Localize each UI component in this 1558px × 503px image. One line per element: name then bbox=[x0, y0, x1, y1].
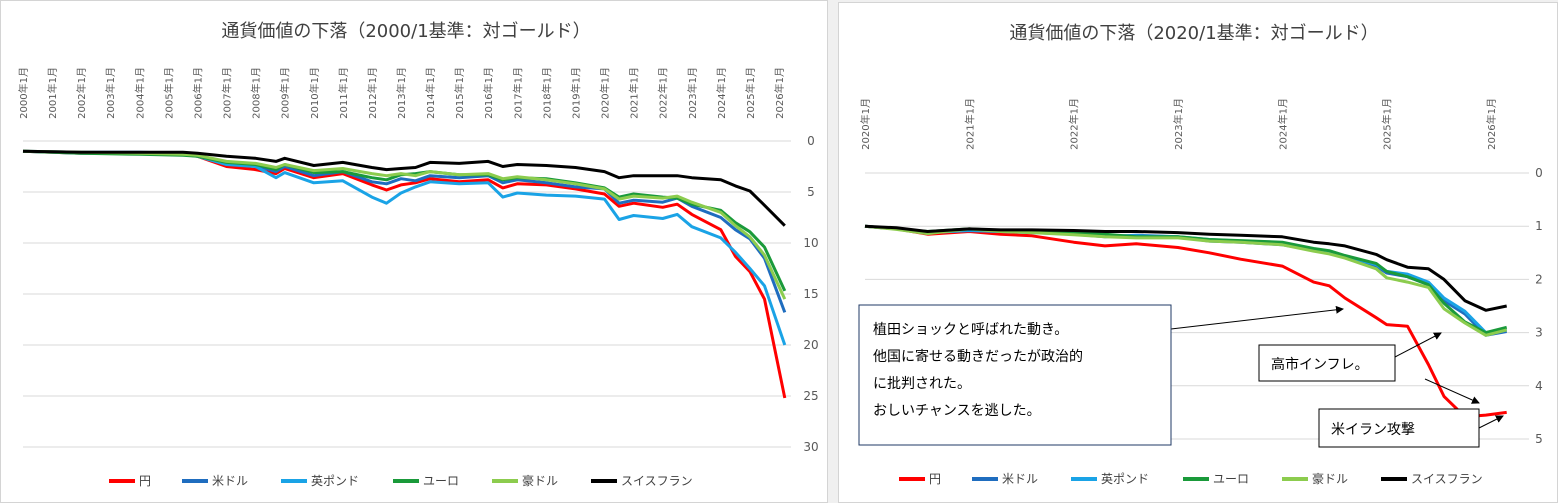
left-series-lines bbox=[22, 149, 787, 399]
series-line bbox=[864, 224, 1507, 419]
y-tick-label: 20 bbox=[803, 338, 818, 352]
annotation-iran-text: 米イラン攻撃 bbox=[1331, 422, 1415, 438]
annotation-arrow-ueda bbox=[1170, 305, 1344, 330]
right-legend: 円 米ドル 英ポンド ユーロ 豪ドル スイスフラン bbox=[899, 471, 1483, 486]
right-annotations: 植田ショックと呼ばれた動き。 他国に寄せる動きだったが政治的 に批判された。 お… bbox=[858, 304, 1504, 448]
y-tick-label: 1 bbox=[1535, 219, 1543, 233]
x-tick-label: 2015年1月 bbox=[453, 67, 466, 119]
x-tick-label: 2023年1月 bbox=[686, 67, 699, 119]
y-tick-label: 15 bbox=[803, 287, 818, 301]
left-legend: 円 米ドル 英ポンド ユーロ 豪ドル スイスフラン bbox=[109, 473, 693, 488]
left-gridlines bbox=[23, 140, 791, 448]
right-y-tick-labels: 0 1 2 3 4 5 bbox=[1535, 166, 1543, 446]
right-x-tick-labels: 2020年1月 2021年1月 2022年1月 2023年1月 2024年1月 2025年… bbox=[859, 98, 1498, 150]
y-tick-label: 4 bbox=[1535, 379, 1543, 393]
legend-label: 英ポンド bbox=[311, 474, 359, 488]
x-tick-label: 2021年1月 bbox=[628, 67, 641, 119]
x-tick-label: 2019年1月 bbox=[569, 67, 582, 119]
legend-label: スイスフラン bbox=[1411, 472, 1483, 486]
y-tick-label: 30 bbox=[803, 440, 818, 454]
x-tick-label: 2017年1月 bbox=[511, 67, 524, 119]
x-tick-label: 2023年1月 bbox=[1172, 98, 1185, 150]
x-tick-label: 2022年1月 bbox=[1068, 98, 1081, 150]
annotation-box-ueda bbox=[858, 304, 1172, 446]
legend-label: 円 bbox=[139, 474, 151, 488]
x-tick-label: 2025年1月 bbox=[744, 67, 757, 119]
right-chart-svg: 通貨価値の下落（2020/1基準：対ゴールド） 2020年1月 2021年1月 20… bbox=[858, 23, 1543, 486]
legend-label: 米ドル bbox=[1002, 472, 1038, 486]
legend-label: 米ドル bbox=[212, 474, 248, 488]
right-chart-panel: 通貨価値の下落（2020/1基準：対ゴールド） 2020年1月 2021年1月 20… bbox=[838, 2, 1558, 503]
x-tick-label: 2021年1月 bbox=[963, 98, 976, 150]
series-line bbox=[22, 149, 786, 227]
x-tick-label: 2024年1月 bbox=[1276, 98, 1289, 150]
x-tick-label: 2008年1月 bbox=[250, 67, 263, 119]
x-tick-label: 2009年1月 bbox=[279, 67, 292, 119]
x-tick-label: 2000年1月 bbox=[17, 67, 30, 119]
x-tick-label: 2007年1月 bbox=[221, 67, 234, 119]
x-tick-label: 2006年1月 bbox=[191, 67, 204, 119]
y-tick-label: 25 bbox=[803, 389, 818, 403]
series-line bbox=[22, 149, 787, 346]
x-tick-label: 2026年1月 bbox=[773, 67, 786, 119]
x-tick-label: 2012年1月 bbox=[366, 67, 379, 119]
x-tick-label: 2005年1月 bbox=[162, 67, 175, 119]
x-tick-label: 2002年1月 bbox=[75, 67, 88, 119]
right-series-lines bbox=[864, 224, 1508, 419]
legend-label: 豪ドル bbox=[522, 473, 558, 488]
series-line bbox=[22, 149, 787, 292]
left-y-tick-labels: 0 5 10 15 20 25 30 bbox=[803, 134, 818, 454]
right-chart-title: 通貨価値の下落（2020/1基準：対ゴールド） bbox=[1009, 23, 1378, 44]
legend-label: ユーロ bbox=[423, 474, 459, 488]
x-tick-label: 2001年1月 bbox=[46, 67, 59, 119]
series-line bbox=[22, 149, 787, 399]
x-tick-label: 2020年1月 bbox=[599, 67, 612, 119]
x-tick-label: 2010年1月 bbox=[308, 67, 321, 119]
annotation-ueda-line-2: 他国に寄せる動きだったが政治的 bbox=[873, 348, 1083, 365]
annotation-ueda-line-3: に批判された。 bbox=[873, 376, 971, 392]
annotation-arrow-takaichi-1 bbox=[1394, 332, 1442, 358]
annotation-ueda-line-4: おしいチャンスを逃した。 bbox=[873, 403, 1041, 419]
legend-label: 豪ドル bbox=[1312, 471, 1348, 486]
y-tick-label: 0 bbox=[807, 134, 815, 148]
series-line bbox=[22, 149, 787, 300]
left-chart-svg: 通貨価値の下落（2000/1基準：対ゴールド） 2000年1月 2001年1月 20… bbox=[17, 21, 819, 488]
legend-label: スイスフラン bbox=[621, 474, 693, 488]
y-tick-label: 10 bbox=[803, 236, 818, 250]
x-tick-label: 2022年1月 bbox=[657, 67, 670, 119]
legend-label: 円 bbox=[929, 472, 941, 486]
annotation-arrow-iran bbox=[1478, 415, 1504, 429]
x-tick-label: 2026年1月 bbox=[1485, 98, 1498, 150]
x-tick-label: 2013年1月 bbox=[395, 67, 408, 119]
x-tick-label: 2004年1月 bbox=[133, 67, 146, 119]
x-tick-label: 2025年1月 bbox=[1381, 98, 1394, 150]
y-tick-label: 2 bbox=[1535, 272, 1543, 286]
left-x-tick-labels: 2000年1月 2001年1月 2002年1月 2003年1月 2004年1月 2005年… bbox=[17, 67, 786, 119]
left-chart-title: 通貨価値の下落（2000/1基準：対ゴールド） bbox=[221, 21, 590, 42]
annotation-takaichi-text: 高市インフレ。 bbox=[1271, 356, 1369, 373]
x-tick-label: 2024年1月 bbox=[715, 67, 728, 119]
x-tick-label: 2014年1月 bbox=[424, 67, 437, 119]
legend-label: 英ポンド bbox=[1101, 472, 1149, 486]
x-tick-label: 2016年1月 bbox=[482, 67, 495, 119]
left-chart-panel: 通貨価値の下落（2000/1基準：対ゴールド） 2000年1月 2001年1月 20… bbox=[0, 0, 828, 503]
annotation-box-takaichi bbox=[1258, 344, 1396, 382]
x-tick-label: 2011年1月 bbox=[337, 67, 350, 119]
y-tick-label: 5 bbox=[807, 185, 815, 199]
x-tick-label: 2018年1月 bbox=[540, 67, 553, 119]
y-tick-label: 5 bbox=[1535, 432, 1543, 446]
y-tick-label: 3 bbox=[1535, 326, 1543, 340]
annotation-arrow-takaichi-2 bbox=[1424, 378, 1480, 404]
legend-label: ユーロ bbox=[1213, 472, 1249, 486]
annotation-box-iran bbox=[1318, 408, 1480, 448]
x-tick-label: 2020年1月 bbox=[859, 98, 872, 150]
x-tick-label: 2003年1月 bbox=[104, 67, 117, 119]
series-line bbox=[864, 224, 1508, 312]
y-tick-label: 0 bbox=[1535, 166, 1543, 180]
annotation-ueda-line-1: 植田ショックと呼ばれた動き。 bbox=[873, 322, 1068, 338]
